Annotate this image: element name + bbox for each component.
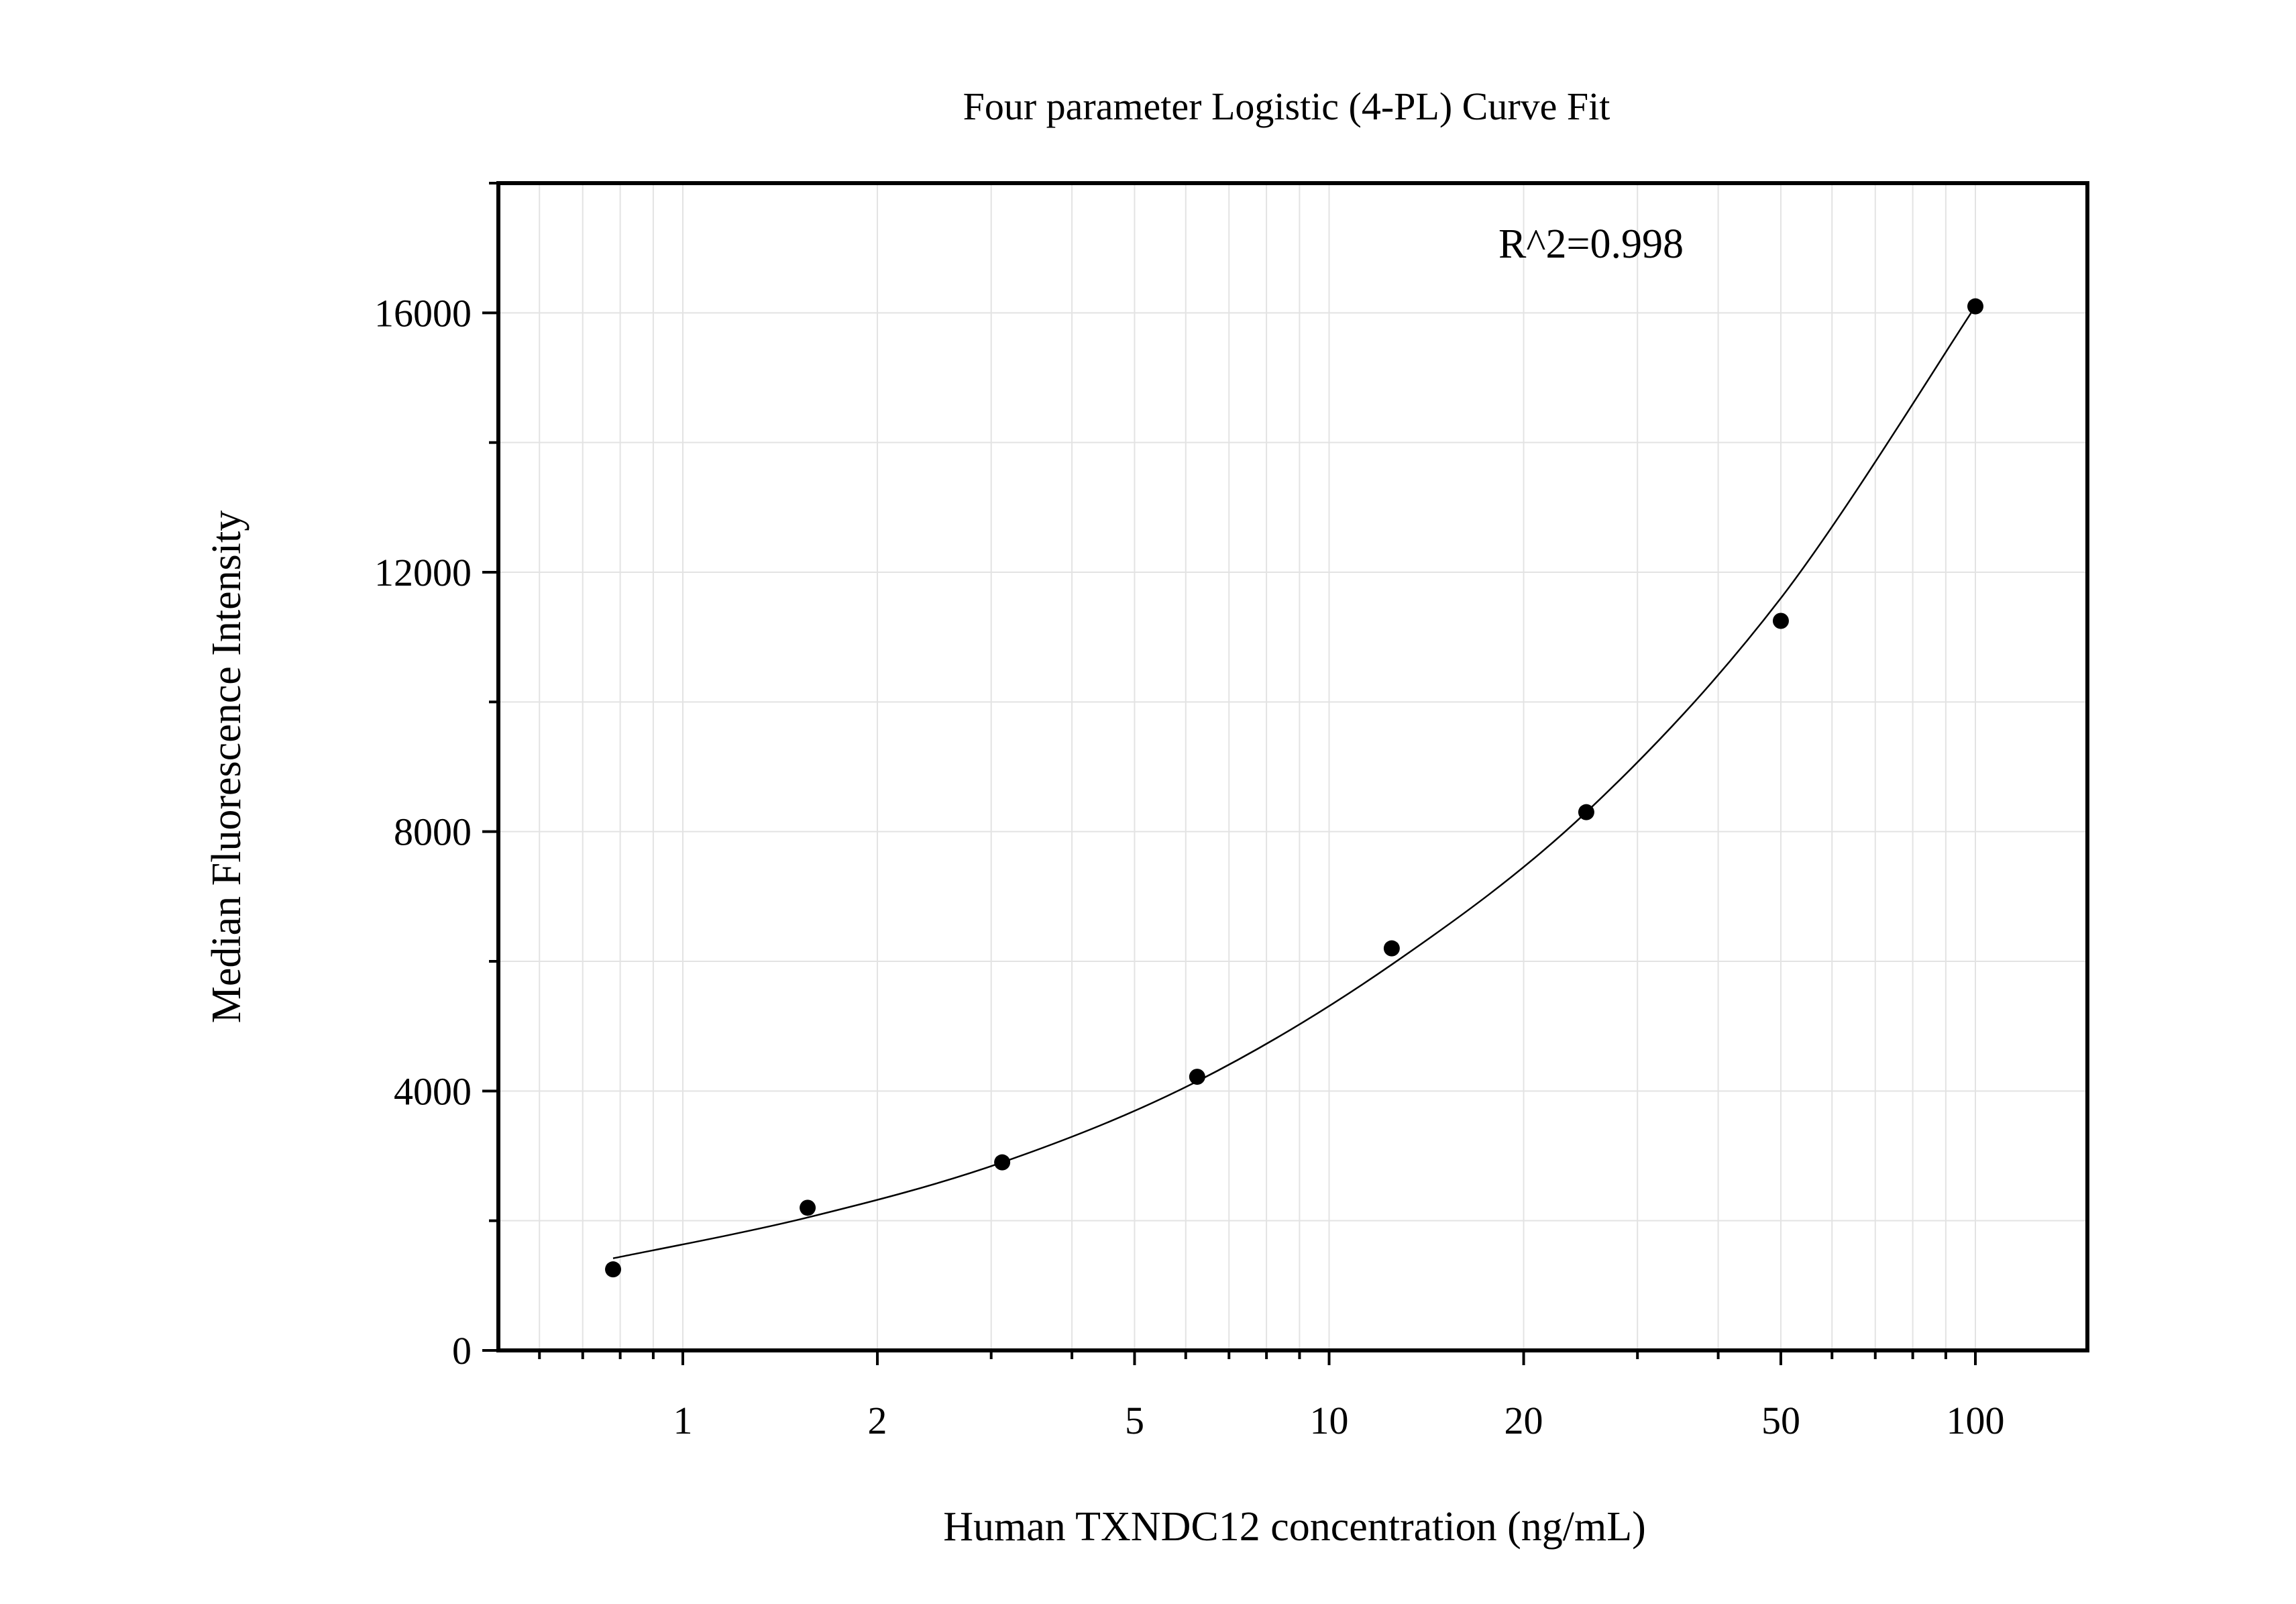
y-axis-label: Median Fluorescence Intensity	[204, 511, 250, 1023]
data-point	[1383, 940, 1400, 957]
data-point	[1189, 1069, 1205, 1085]
x-tick-label: 2	[868, 1399, 887, 1442]
data-point	[1967, 298, 1983, 315]
fit-curve	[612, 305, 1977, 1259]
y-tick-label: 16000	[374, 291, 472, 335]
plot-frame	[496, 181, 2089, 1352]
x-tick-label: 10	[1310, 1399, 1349, 1442]
x-tick-label: 100	[1947, 1399, 2005, 1442]
data-point	[800, 1199, 816, 1216]
data-point	[605, 1261, 622, 1278]
y-tick-labels: 0 4000 8000 12000 16000	[374, 291, 472, 1373]
data-point	[1578, 804, 1594, 820]
data-point	[1772, 612, 1789, 629]
x-axis-label: Human TXNDC12 concentration (ng/mL)	[943, 1504, 1645, 1550]
y-tick-label: 0	[452, 1329, 472, 1373]
y-tick-label: 12000	[374, 551, 472, 594]
grid	[498, 183, 2087, 1350]
x-tick-label: 20	[1505, 1399, 1543, 1442]
x-tick-label: 1	[673, 1399, 693, 1442]
chart-title: Four parameter Logistic (4-PL) Curve Fit	[963, 85, 1610, 128]
x-tick-label: 5	[1125, 1399, 1144, 1442]
x-tick-label: 50	[1761, 1399, 1800, 1442]
axis-ticks	[482, 182, 1977, 1365]
x-tick-labels: 1 2 5 10 20 50 100	[673, 1399, 2005, 1442]
data-points	[605, 298, 1983, 1278]
r-squared-annotation: R^2=0.998	[1498, 221, 1684, 267]
y-tick-label: 4000	[394, 1069, 472, 1113]
y-tick-label: 8000	[394, 810, 472, 854]
data-point	[994, 1154, 1011, 1171]
